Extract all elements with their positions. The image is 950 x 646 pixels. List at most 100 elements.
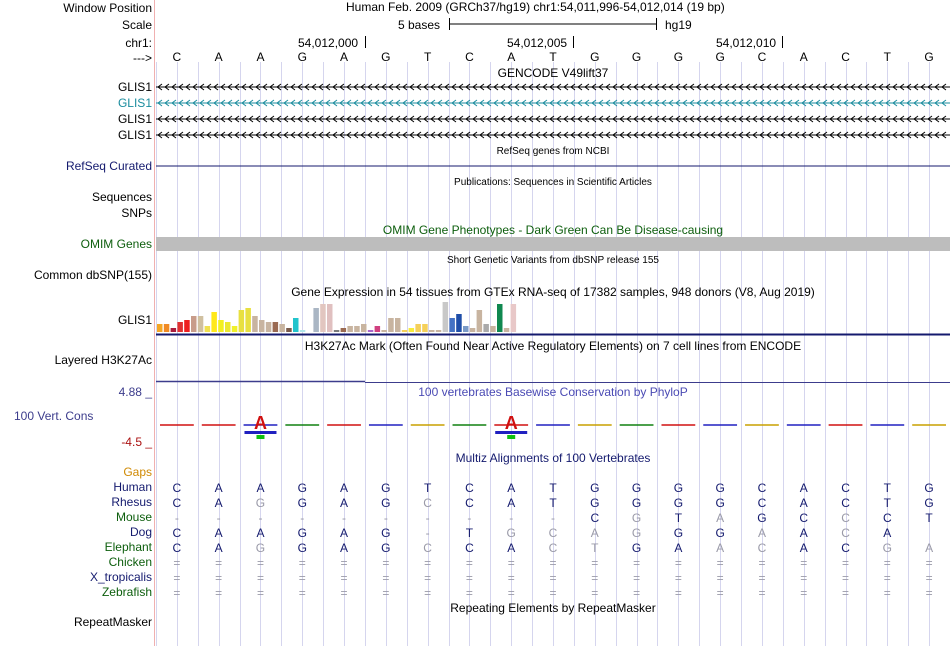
- alignment-base: =: [633, 571, 640, 585]
- species-label[interactable]: Dog: [129, 525, 152, 539]
- omim-track-title[interactable]: OMIM Gene Phenotypes - Dark Green Can Be…: [382, 223, 724, 237]
- repeatmasker-label[interactable]: RepeatMasker: [73, 615, 152, 629]
- alignment-base: =: [257, 571, 264, 585]
- window-position-label: Window Position: [63, 1, 152, 15]
- alignment-base: G: [924, 496, 933, 510]
- alignment-base: =: [173, 571, 180, 585]
- dbsnp-label[interactable]: Common dbSNP(155): [33, 268, 152, 282]
- omim-label[interactable]: OMIM Genes: [80, 237, 152, 251]
- ruler-base-letter: T: [549, 50, 557, 64]
- gtex-tissue-bar: [469, 328, 476, 332]
- publications-sequences-label[interactable]: Sequences: [91, 190, 152, 204]
- repeatmasker-track-title[interactable]: Repeating Elements by RepeatMasker: [450, 601, 656, 615]
- alignment-base: C: [173, 496, 182, 510]
- alignment-base: =: [675, 556, 682, 570]
- h3k27ac-label[interactable]: Layered H3K27Ac: [54, 353, 152, 367]
- alignment-base: A: [340, 496, 348, 510]
- gtex-tissue-bar: [231, 326, 238, 332]
- gtex-tissue-bar: [211, 312, 217, 332]
- alignment-base: G: [632, 481, 641, 495]
- gtex-gene-label[interactable]: GLIS1: [117, 313, 152, 327]
- alignment-base: G: [632, 511, 641, 525]
- phylop-logo-underbar: [256, 435, 265, 439]
- gtex-tissue-bar: [265, 322, 272, 332]
- alignment-base: T: [884, 481, 892, 495]
- alignment-base: =: [926, 586, 933, 600]
- ruler-base-letter: G: [381, 50, 390, 64]
- multiz-track-title[interactable]: Multiz Alignments of 100 Vertebrates: [455, 451, 651, 465]
- alignment-base: C: [758, 541, 767, 555]
- cons-track-title[interactable]: 100 vertebrates Basewise Conservation by…: [418, 385, 688, 399]
- gencode-gene-label[interactable]: GLIS1: [117, 96, 152, 110]
- alignment-base: A: [256, 481, 264, 495]
- gene-strand-chevrons: [157, 131, 947, 139]
- alignment-base: =: [633, 586, 640, 600]
- alignment-base: G: [381, 526, 390, 540]
- refseq-track-title[interactable]: RefSeq genes from NCBI: [496, 146, 610, 157]
- alignment-base: T: [549, 481, 557, 495]
- gtex-track-title[interactable]: Gene Expression in 54 tissues from GTEx …: [291, 285, 815, 299]
- gtex-tissue-bar: [218, 320, 224, 332]
- h3k27ac-track-title[interactable]: H3K27Ac Mark (Often Found Near Active Re…: [304, 339, 802, 353]
- alignment-base: A: [716, 511, 724, 525]
- gaps-label: Gaps: [123, 465, 152, 479]
- strand-label: --->: [133, 51, 152, 65]
- species-label[interactable]: Chicken: [108, 555, 152, 569]
- alignment-base: A: [215, 496, 223, 510]
- gencode-gene-label[interactable]: GLIS1: [117, 112, 152, 126]
- cons-ymin-label: -4.5 _: [121, 435, 152, 449]
- alignment-base: =: [215, 556, 222, 570]
- alignment-base: G: [757, 511, 766, 525]
- alignment-base: =: [508, 571, 515, 585]
- gtex-tissue-bar: [463, 326, 469, 332]
- alignment-base: =: [466, 586, 473, 600]
- alignment-base: C: [841, 541, 850, 555]
- publications-track-title[interactable]: Publications: Sequences in Scientific Ar…: [454, 177, 652, 188]
- gencode-gene-label[interactable]: GLIS1: [117, 128, 152, 142]
- cons-ymax-label: 4.88 _: [118, 385, 152, 399]
- alignment-base: -: [342, 511, 346, 525]
- alignment-base: =: [257, 556, 264, 570]
- publications-snps-label[interactable]: SNPs: [121, 206, 152, 220]
- dbsnp-track-title[interactable]: Short Genetic Variants from dbSNP releas…: [447, 255, 659, 266]
- ruler-chrom-label: chr1:: [125, 36, 152, 50]
- phylop-logo-letter: A: [254, 413, 267, 433]
- gene-strand-chevrons: [157, 83, 947, 91]
- alignment-base: G: [381, 496, 390, 510]
- gtex-tissue-bar: [503, 328, 510, 332]
- species-label[interactable]: X_tropicalis: [89, 570, 152, 584]
- alignment-base: C: [423, 541, 432, 555]
- alignment-base: =: [884, 571, 891, 585]
- alignment-base: =: [758, 571, 765, 585]
- alignment-base: =: [215, 571, 222, 585]
- alignment-base: G: [381, 541, 390, 555]
- species-label[interactable]: Elephant: [104, 540, 152, 554]
- omim-gene-bar: [156, 237, 950, 251]
- gtex-tissue-bar: [415, 324, 421, 332]
- ruler-base-letter: G: [632, 50, 641, 64]
- ruler-base-letter: C: [173, 50, 182, 64]
- alignment-base: G: [632, 541, 641, 555]
- alignment-base: =: [215, 586, 222, 600]
- species-label[interactable]: Mouse: [115, 510, 152, 524]
- cons-label[interactable]: 100 Vert. Cons: [14, 409, 94, 423]
- ruler-base-letter: T: [424, 50, 432, 64]
- alignment-base: =: [424, 571, 431, 585]
- species-label[interactable]: Rhesus: [111, 495, 152, 509]
- alignment-base: -: [384, 511, 388, 525]
- refseq-label[interactable]: RefSeq Curated: [65, 159, 152, 173]
- gencode-gene-label[interactable]: GLIS1: [117, 80, 152, 94]
- alignment-base: G: [590, 481, 599, 495]
- species-label[interactable]: Zebrafish: [101, 585, 152, 599]
- alignment-base: =: [382, 571, 389, 585]
- gene-strand-chevrons: [157, 115, 947, 123]
- alignment-base: =: [675, 586, 682, 600]
- alignment-base: =: [549, 556, 556, 570]
- gtex-tissue-bar: [395, 318, 401, 332]
- alignment-base: A: [758, 526, 766, 540]
- alignment-base: =: [466, 556, 473, 570]
- alignment-base: C: [841, 511, 850, 525]
- gencode-track-title[interactable]: GENCODE V49lift37: [497, 66, 609, 80]
- species-label[interactable]: Human: [113, 480, 152, 494]
